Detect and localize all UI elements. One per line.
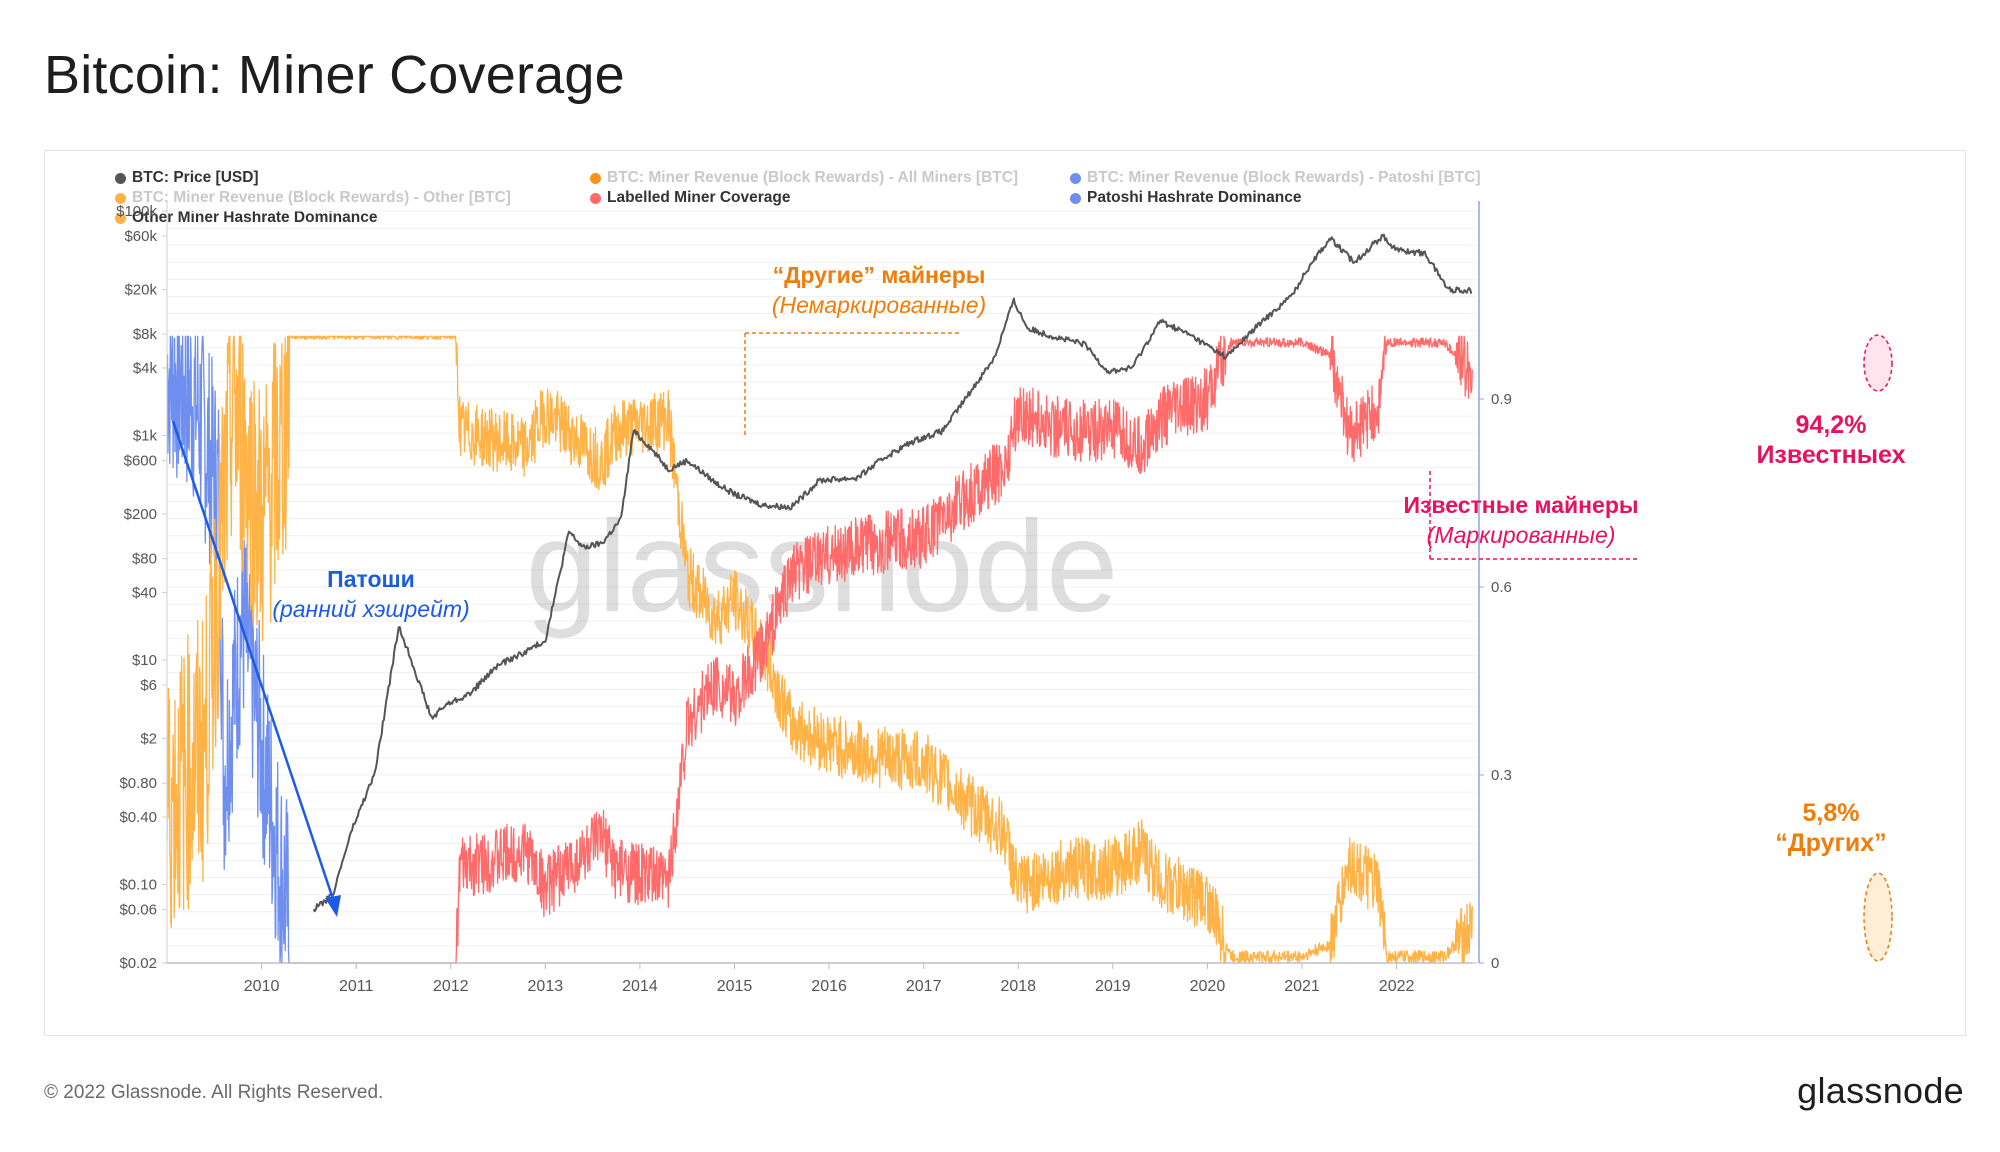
legend-dot-icon [1070, 172, 1081, 184]
axes-layer: $100k $60k $20k $8k $4k $1k $600 $200 $80 $40 $10 $… [116, 201, 1512, 995]
known-pct-highlight [1863, 334, 1893, 392]
legend-item[interactable]: BTC: Miner Revenue (Block Rewards) - Pat… [1070, 169, 1481, 187]
known-miners-sublabel: (Маркированные) [1427, 522, 1616, 548]
left-tick-label: $60k [124, 228, 157, 245]
known-pct-label: Известныех [1756, 441, 1905, 469]
legend-label: BTC: Price [USD] [132, 169, 259, 186]
patoshi-sublabel: (ранний хэшрейт) [272, 596, 469, 622]
legend-item[interactable]: Patoshi Hashrate Dominance [1070, 189, 1301, 207]
patoshi-arrowhead-icon [325, 895, 341, 917]
legend-label: Labelled Miner Coverage [607, 189, 791, 206]
left-tick-label: $0.02 [119, 955, 157, 972]
x-tick-label: 2015 [717, 978, 753, 995]
left-tick-label: $0.80 [119, 775, 157, 792]
legend-dot-icon [115, 212, 126, 224]
legend-item[interactable]: BTC: Miner Revenue (Block Rewards) - Oth… [115, 189, 511, 207]
grid [167, 210, 1477, 964]
legend-item[interactable]: BTC: Miner Revenue (Block Rewards) - All… [590, 169, 1018, 187]
known-miners-label: Известные майнеры [1403, 492, 1638, 518]
x-tick-label: 2011 [339, 978, 374, 995]
left-tick-label: $6 [140, 677, 157, 694]
other-pct-highlight [1863, 872, 1893, 962]
legend-label: Patoshi Hashrate Dominance [1087, 189, 1302, 206]
right-tick-label: 0.3 [1491, 767, 1512, 784]
x-tick-label: 2021 [1284, 978, 1320, 995]
right-tick-label: 0.9 [1491, 391, 1512, 408]
legend-item[interactable]: Labelled Miner Coverage [590, 189, 790, 207]
left-tick-label: $10 [132, 652, 157, 669]
annotation-layer: “Другие” майнеры (Немаркированные) Известн… [171, 262, 1906, 962]
labelled-coverage-series [166, 335, 1473, 964]
x-tick-label: 2017 [906, 978, 942, 995]
left-tick-label: $0.06 [119, 901, 157, 918]
legend-item[interactable]: Other Miner Hashrate Dominance [115, 209, 377, 227]
left-tick-label: $100k [116, 203, 157, 220]
known-pct-value: 94,2% [1796, 411, 1867, 439]
x-tick-label: 2013 [528, 978, 564, 995]
left-tick-label: $1k [133, 428, 158, 445]
left-tick-label: $4k [133, 360, 158, 377]
x-tick-label: 2014 [622, 978, 658, 995]
left-tick-label: $600 [124, 452, 157, 469]
x-tick-label: 2019 [1095, 978, 1131, 995]
legend-label: Other Miner Hashrate Dominance [132, 209, 378, 226]
other-miners-label: “Другие” майнеры [773, 262, 986, 288]
legend-label: BTC: Miner Revenue (Block Rewards) - All… [607, 169, 1019, 186]
left-tick-label: $20k [124, 281, 157, 298]
left-tick-label: $8k [133, 326, 158, 343]
legend-label: BTC: Miner Revenue (Block Rewards) - Pat… [1087, 169, 1481, 186]
x-tick-label: 2010 [244, 978, 280, 995]
right-tick-label: 0 [1491, 955, 1499, 972]
left-tick-label: $80 [132, 551, 157, 568]
left-tick-label: $200 [124, 506, 157, 523]
left-tick-label: $0.10 [119, 877, 157, 894]
x-tick-label: 2018 [1000, 978, 1036, 995]
x-tick-label: 2012 [433, 978, 469, 995]
x-tick-label: 2022 [1379, 978, 1415, 995]
patoshi-arrow [171, 420, 339, 912]
legend-label: BTC: Miner Revenue (Block Rewards) - Oth… [132, 189, 511, 206]
right-tick-label: 0.6 [1491, 579, 1512, 596]
legend-dot-icon [115, 172, 126, 184]
price-series [312, 233, 1473, 913]
patoshi-dominance-series [166, 335, 1473, 964]
copyright-text: © 2022 Glassnode. All Rights Reserved. [44, 1082, 384, 1103]
legend-dot-icon [590, 172, 601, 184]
chart-svg: glassnode $100k$60k$20k$8k$4k$1k$600$200… [116, 201, 1906, 995]
other-pct-label: “Других” [1775, 829, 1886, 857]
chart-panel: BTC: Price [USD] BTC: Miner Revenue (Bloc… [44, 150, 1966, 1036]
x-tick-label: 2016 [811, 978, 847, 995]
page-title: Bitcoin: Miner Coverage [44, 45, 625, 105]
legend-dot-icon [115, 192, 126, 204]
legend-dot-icon [590, 192, 601, 204]
legend-item[interactable]: BTC: Price [USD] [115, 169, 259, 187]
footer-logo: glassnode [1797, 1070, 1964, 1111]
x-tick-label: 2020 [1190, 978, 1226, 995]
legend-dot-icon [1070, 192, 1081, 204]
left-tick-label: $40 [132, 584, 157, 601]
left-tick-label: $0.40 [119, 809, 157, 826]
other-miners-sublabel: (Немаркированные) [772, 292, 986, 318]
other-pct-value: 5,8% [1803, 799, 1860, 827]
patoshi-label: Патоши [327, 566, 415, 592]
left-tick-label: $2 [140, 730, 157, 747]
other-dominance-series [166, 335, 1473, 964]
